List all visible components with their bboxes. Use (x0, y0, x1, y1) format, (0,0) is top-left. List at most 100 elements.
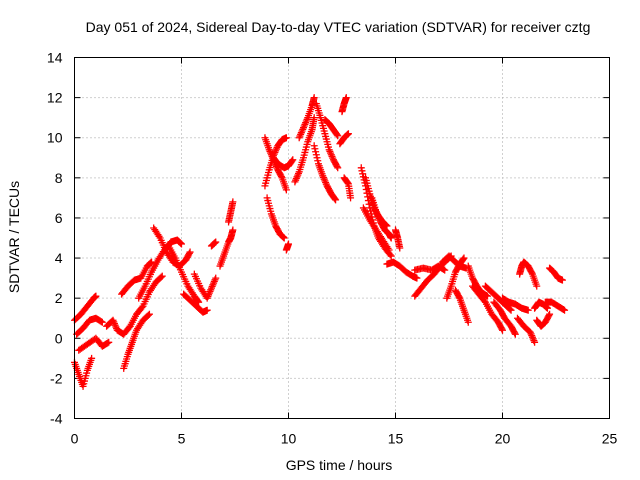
data-point (207, 286, 215, 294)
data-point (294, 171, 302, 179)
data-point (289, 156, 297, 164)
data-point (385, 246, 393, 254)
data-point (110, 318, 118, 326)
x-axis-label: GPS time / hours (286, 457, 393, 473)
data-point (387, 252, 395, 260)
data-point (298, 127, 306, 135)
data-point (373, 210, 381, 218)
data-point (347, 194, 355, 202)
x-tick-label: 15 (388, 431, 404, 447)
data-point (88, 354, 96, 362)
data-point (511, 330, 519, 338)
data-point (343, 131, 351, 139)
y-tick-label: 2 (55, 290, 63, 306)
data-point (297, 129, 305, 137)
data-point (280, 233, 288, 241)
data-point (194, 297, 202, 305)
data-point (210, 279, 218, 287)
data-point (145, 310, 153, 318)
data-point (282, 186, 290, 194)
data-point (313, 154, 321, 162)
data-point (528, 333, 536, 341)
data-point (506, 305, 514, 313)
data-point (293, 173, 301, 181)
data-point (358, 167, 366, 175)
data-point (299, 125, 307, 133)
data-point (195, 298, 203, 306)
data-point (144, 311, 152, 319)
data-point (322, 179, 330, 187)
data-point (342, 94, 350, 102)
y-tick-label: 6 (55, 210, 63, 226)
data-point (331, 195, 339, 203)
data-point (211, 239, 219, 247)
data-point (384, 244, 392, 252)
data-point (460, 254, 468, 262)
data-point (328, 152, 336, 160)
data-point (312, 148, 320, 156)
data-point (558, 276, 566, 284)
data-point (302, 117, 310, 125)
data-point (272, 145, 280, 153)
data-point (157, 273, 165, 281)
data-point (499, 326, 506, 334)
data-point (484, 292, 492, 300)
data-point (300, 122, 308, 130)
data-point (206, 287, 214, 295)
data-point (266, 147, 274, 155)
data-point (527, 330, 535, 338)
data-point (321, 177, 329, 185)
data-point (97, 318, 105, 326)
data-point (111, 321, 119, 329)
data-point (212, 238, 220, 246)
data-point (285, 240, 292, 248)
y-axis-label: SDTVAR / TECUs (6, 181, 22, 293)
data-point (176, 239, 184, 247)
data-point (212, 274, 220, 282)
data-point (109, 316, 117, 324)
data-point (546, 310, 554, 318)
y-tick-label: -2 (50, 370, 63, 386)
data-point (185, 249, 193, 257)
data-point (440, 265, 448, 273)
data-point (334, 164, 342, 172)
data-point (498, 325, 506, 333)
data-point (530, 337, 538, 345)
data-point (203, 294, 211, 302)
data-point (396, 244, 404, 252)
data-point (374, 213, 382, 221)
data-point (334, 132, 342, 140)
data-point (203, 306, 211, 314)
data-point (326, 147, 334, 155)
data-point (299, 124, 307, 132)
y-tick-label: 4 (55, 250, 63, 266)
data-point (282, 134, 290, 142)
data-point (177, 239, 185, 247)
data-point (104, 339, 112, 347)
x-tick-label: 0 (71, 431, 79, 447)
data-point (229, 226, 237, 234)
data-point (311, 145, 319, 153)
data-point (455, 293, 463, 301)
data-point (359, 170, 367, 178)
data-point (279, 233, 287, 241)
data-point (357, 164, 365, 172)
data-point (291, 178, 299, 186)
data-point (526, 328, 534, 336)
data-point (543, 304, 551, 312)
data-point (372, 208, 380, 216)
data-point (561, 306, 569, 314)
data-point (507, 306, 515, 314)
data-point (319, 173, 327, 181)
data-point (277, 172, 285, 180)
data-point (210, 277, 218, 285)
data-point (329, 154, 337, 162)
data-point (524, 306, 532, 314)
y-tick-label: 8 (55, 170, 63, 186)
data-point (344, 130, 352, 138)
x-tick-label: 10 (281, 431, 297, 447)
data-point (138, 304, 146, 312)
data-point (333, 131, 341, 139)
plot-frame (74, 57, 610, 419)
data-point (559, 306, 567, 314)
